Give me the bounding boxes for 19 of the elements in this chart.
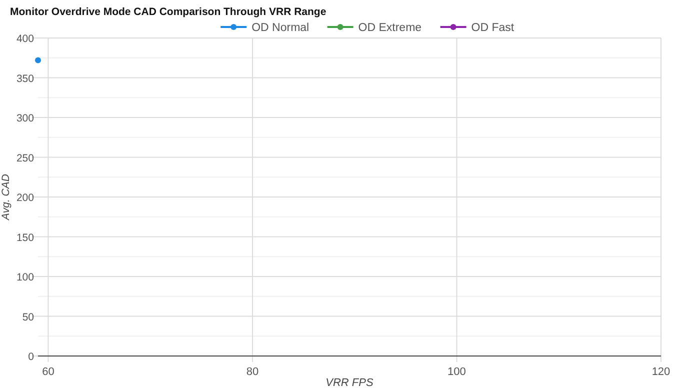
x-tick-label: 80 xyxy=(246,366,259,378)
x-tick-label: 120 xyxy=(652,366,670,378)
y-tick-label: 0 xyxy=(28,351,34,363)
y-tick-label: 200 xyxy=(16,192,34,204)
chart-title: Monitor Overdrive Mode CAD Comparison Through VRR Range xyxy=(10,6,326,18)
y-tick-label: 100 xyxy=(16,272,34,284)
y-tick-label: 250 xyxy=(16,152,34,164)
legend-label: OD Fast xyxy=(471,22,515,34)
legend-label: OD Normal xyxy=(252,22,310,34)
y-axis-title: Avg. CAD xyxy=(0,174,12,221)
y-tick-label: 400 xyxy=(16,33,34,45)
x-tick-label: 60 xyxy=(42,366,54,378)
y-tick-label: 300 xyxy=(16,112,34,124)
legend-label: OD Extreme xyxy=(358,22,422,34)
y-tick-label: 350 xyxy=(16,72,34,85)
y-tick-label: 150 xyxy=(16,232,34,244)
x-tick-label: 100 xyxy=(448,366,466,378)
y-tick-label: 50 xyxy=(22,311,34,324)
x-axis-title: VRR FPS xyxy=(326,377,374,389)
